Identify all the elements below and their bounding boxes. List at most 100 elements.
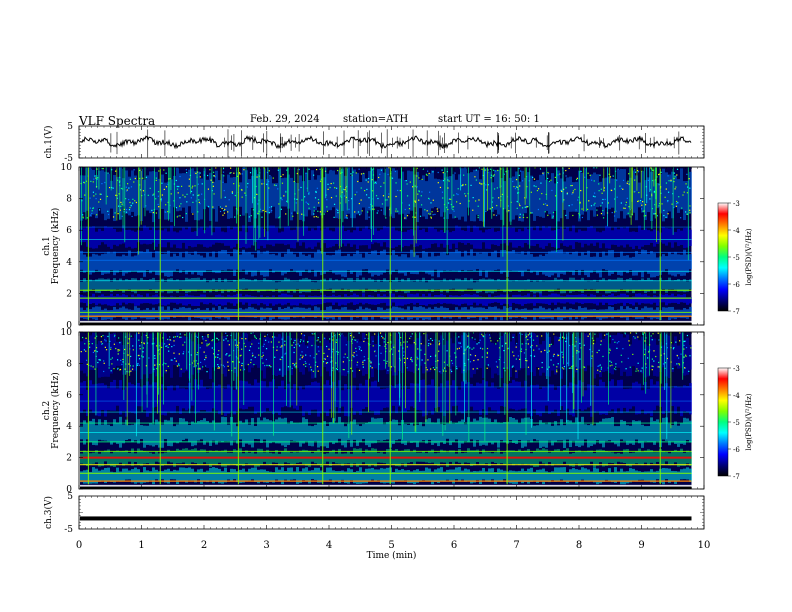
spectrogram-cell xyxy=(416,225,419,247)
speckle xyxy=(168,350,170,352)
spectrogram-cell xyxy=(209,388,212,412)
speckle xyxy=(474,355,477,357)
speckle xyxy=(152,211,154,214)
speckle xyxy=(557,353,559,356)
spectrogram-cell xyxy=(209,172,212,221)
speckle xyxy=(199,176,201,178)
spectrogram-cell xyxy=(407,170,410,214)
spectrogram-cell xyxy=(200,379,203,411)
speckle xyxy=(424,362,426,364)
spectrogram-cell xyxy=(89,279,92,290)
speckle xyxy=(670,342,673,344)
spectrogram-cell xyxy=(110,253,113,271)
spectrogram-cell xyxy=(188,169,191,207)
spectrogram-cell xyxy=(242,249,245,270)
speckle xyxy=(196,336,199,338)
spectrogram-cell xyxy=(386,227,389,248)
spectrogram-cell xyxy=(116,422,119,444)
spectrogram-cell xyxy=(116,388,119,406)
spectrogram-cell xyxy=(365,279,368,289)
speckle xyxy=(458,342,460,344)
spectrogram-cell xyxy=(362,471,365,484)
speckle xyxy=(265,339,267,341)
start-time-label: start UT = 16: 50: 1 xyxy=(438,114,540,125)
spectrogram-cell xyxy=(488,418,491,443)
spectrogram-cell xyxy=(269,280,272,291)
spectrogram-cell xyxy=(266,336,269,368)
spectrogram-cell xyxy=(419,380,422,411)
spectrogram-cell xyxy=(293,281,296,293)
speckle xyxy=(142,351,144,353)
speckle xyxy=(336,208,338,210)
spectrogram-cell xyxy=(113,175,116,222)
speckle xyxy=(268,187,270,189)
speckle xyxy=(93,178,95,180)
spectrogram-cell xyxy=(599,181,602,207)
speckle xyxy=(316,187,318,189)
spectrogram-cell xyxy=(629,468,632,483)
spectrogram-cell xyxy=(467,280,470,289)
spectrogram-cell xyxy=(650,469,653,483)
speckle xyxy=(416,175,418,177)
spectrogram-cell xyxy=(413,383,416,408)
spectrogram-cell xyxy=(485,333,488,366)
spectrogram-cell xyxy=(500,279,503,290)
spectrogram-cell xyxy=(548,251,551,278)
spectrogram-cell xyxy=(170,471,173,480)
spectrogram-cell xyxy=(515,280,518,291)
speckle xyxy=(308,193,310,195)
speckle xyxy=(343,356,345,358)
speckle xyxy=(252,209,255,211)
speckle xyxy=(252,332,254,334)
spectrogram-cell xyxy=(596,174,599,208)
spectrogram-cell xyxy=(620,277,623,290)
speckle xyxy=(265,348,268,350)
speckle xyxy=(563,368,565,370)
spectrogram-cell xyxy=(368,421,371,448)
speckle xyxy=(665,216,667,218)
speckle xyxy=(90,365,92,367)
speckle xyxy=(417,368,420,370)
spectrogram-cell xyxy=(452,380,455,407)
spectrogram-cell xyxy=(587,334,590,366)
spectrogram-cell xyxy=(248,452,251,465)
speckle xyxy=(153,342,155,345)
speckle xyxy=(258,175,260,177)
spectrogram-cell xyxy=(206,420,209,442)
spectrogram-cell xyxy=(593,228,596,246)
spectrogram-cell xyxy=(503,250,506,273)
speckle xyxy=(578,351,580,353)
spectrogram-cell xyxy=(254,453,257,467)
speckle xyxy=(136,364,139,366)
spectrogram-cell xyxy=(83,278,86,293)
speckle xyxy=(432,199,434,201)
spectrogram-cell xyxy=(410,383,413,407)
speckle xyxy=(186,201,188,203)
speckle xyxy=(163,169,165,171)
spectrogram-cell xyxy=(380,229,383,247)
speckle xyxy=(622,179,625,182)
speckle xyxy=(593,204,595,206)
spectrogram-cell xyxy=(119,278,122,291)
speckle xyxy=(489,208,491,210)
speckle xyxy=(651,207,654,210)
spectrogram-cell xyxy=(662,168,665,222)
spectrogram-cell xyxy=(230,295,233,304)
speckle xyxy=(485,184,487,186)
speckle xyxy=(297,343,299,345)
speckle xyxy=(165,172,167,174)
spectrogram-cell xyxy=(623,449,626,464)
speckle xyxy=(218,367,221,369)
spectrogram-cell xyxy=(104,419,107,441)
speckle xyxy=(264,335,266,337)
speckle xyxy=(110,358,112,360)
spectrogram-cell xyxy=(158,229,161,244)
speckle xyxy=(365,194,368,196)
spectrogram-cell xyxy=(626,255,629,274)
speckle xyxy=(165,204,167,206)
speckle xyxy=(368,206,370,209)
spectrogram-cell xyxy=(113,419,116,443)
spectrogram-cell xyxy=(326,467,329,481)
spectrogram-cell xyxy=(404,424,407,446)
speckle xyxy=(432,214,434,216)
